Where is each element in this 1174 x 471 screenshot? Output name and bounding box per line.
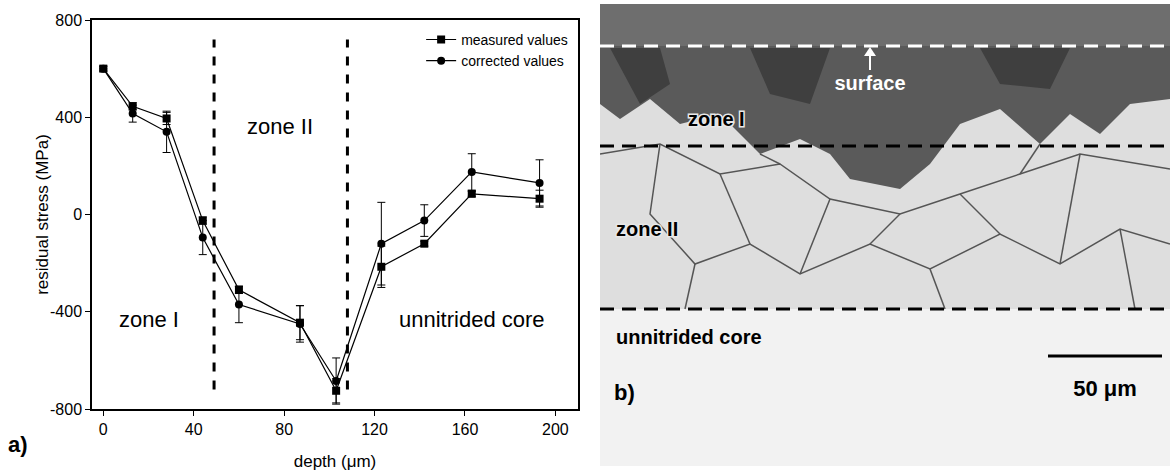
svg-text:160: 160	[452, 421, 479, 438]
svg-text:unnitrided core: unnitrided core	[616, 326, 762, 348]
html-text:a): a)	[8, 432, 28, 457]
svg-text:zone I: zone I	[688, 108, 745, 130]
svg-text:depth (μm): depth (μm)	[294, 452, 377, 471]
svg-text:40: 40	[185, 421, 203, 438]
svg-text:measured values: measured values	[461, 32, 568, 48]
svg-text:120: 120	[361, 421, 388, 438]
svg-text:200: 200	[542, 421, 569, 438]
svg-text:-800: -800	[50, 401, 82, 418]
svg-text:residual stress (MPa): residual stress (MPa)	[33, 134, 52, 295]
svg-text:-400: -400	[50, 303, 82, 320]
svg-text:800: 800	[55, 12, 82, 29]
svg-text:corrected values: corrected values	[461, 53, 564, 69]
svg-text:80: 80	[275, 421, 293, 438]
svg-text:zone I: zone I	[119, 307, 179, 332]
svg-text:0: 0	[99, 421, 108, 438]
svg-text:50 μm: 50 μm	[1073, 376, 1137, 401]
svg-text:zone II: zone II	[247, 114, 313, 139]
svg-text:zone II: zone II	[616, 218, 678, 240]
svg-text:0: 0	[73, 206, 82, 223]
svg-text:b): b)	[614, 380, 635, 405]
svg-text:surface: surface	[834, 72, 905, 94]
svg-text:unnitrided core: unnitrided core	[399, 307, 545, 332]
svg-text:400: 400	[55, 109, 82, 126]
